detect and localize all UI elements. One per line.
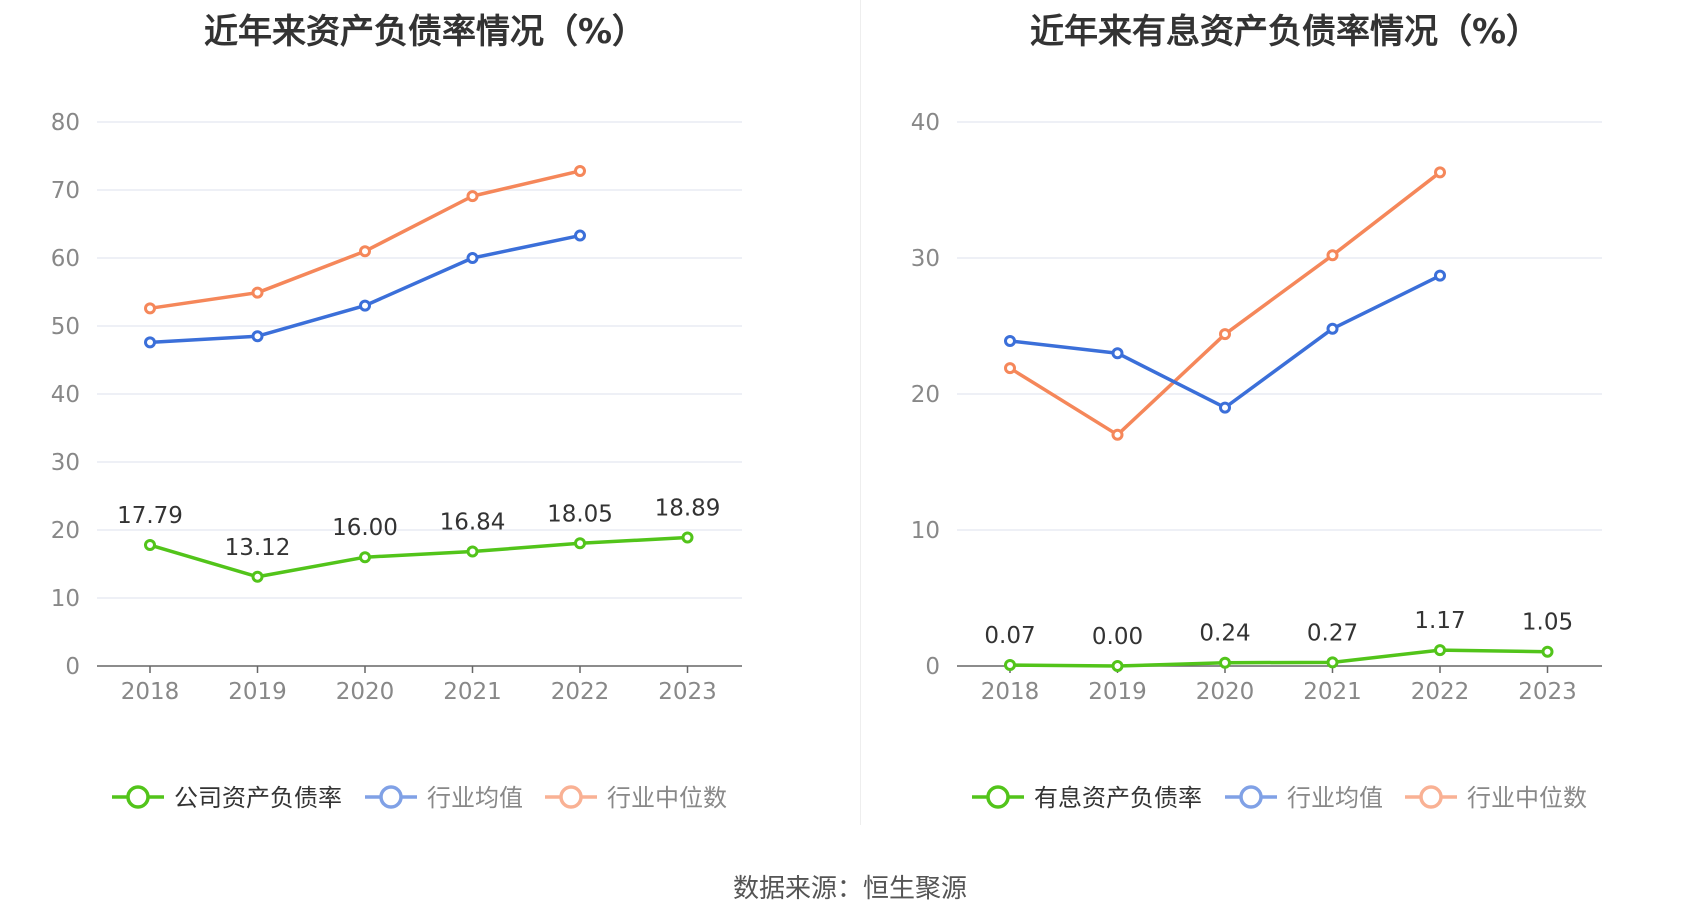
data-point	[1326, 656, 1339, 669]
y-tick-label: 0	[925, 654, 940, 680]
data-point	[681, 531, 694, 544]
y-tick-label: 70	[51, 178, 80, 204]
chart-title: 近年来资产负债率情况（%）	[203, 12, 647, 52]
x-tick-label: 2022	[551, 679, 610, 705]
data-point	[1326, 322, 1339, 335]
data-point	[466, 545, 479, 558]
y-tick-label: 30	[911, 246, 940, 272]
data-label: 1.05	[1522, 610, 1573, 636]
series-line	[1009, 648, 1548, 668]
data-point	[1326, 249, 1339, 262]
data-label: 18.89	[655, 496, 721, 522]
data-point	[144, 539, 156, 552]
data-point	[574, 537, 586, 550]
asset-liability-ratio-chart: 近年来资产负债率情况（%） 0 10 20 30 40 50 60 70 80 2018 2019 2…	[0, 0, 850, 830]
data-point	[251, 330, 264, 343]
x-tick-label: 2022	[1411, 679, 1470, 705]
chart-title: 近年来有息资产负债率情况（%）	[1029, 12, 1541, 52]
x-tick-label: 2023	[1518, 679, 1577, 705]
x-tick-label: 2018	[121, 679, 180, 705]
data-label: 1.17	[1414, 608, 1465, 634]
data-label: 13.12	[225, 535, 291, 561]
panel-divider	[860, 0, 861, 825]
data-point	[1219, 401, 1231, 414]
interest-bearing-liability-ratio-chart: 近年来有息资产负债率情况（%） 0 10 20 30 40 2018 2019 2020 202…	[860, 0, 1700, 830]
y-tick-label: 60	[51, 246, 80, 272]
series-line	[149, 535, 688, 579]
data-label: 0.24	[1199, 621, 1250, 647]
x-tick-label: 2019	[228, 679, 287, 705]
legend-item[interactable]: 行业均值	[427, 784, 523, 812]
data-point	[1219, 328, 1231, 341]
data-point	[359, 551, 371, 564]
chart-canvas: 0 10 20 30 40 2018 2019 2020 2021 2022 2023 0.07 0.0…	[911, 110, 1602, 812]
x-tick-label: 2023	[658, 679, 717, 705]
data-label: 18.05	[547, 501, 613, 527]
legend-marker-circle	[379, 785, 403, 809]
data-point	[1111, 428, 1124, 441]
legend-item[interactable]: 行业中位数	[607, 784, 727, 812]
x-tick-label: 2021	[443, 679, 502, 705]
legend-marker-circle	[1239, 785, 1263, 809]
data-point	[574, 164, 586, 177]
data-point	[1219, 656, 1231, 669]
data-point	[359, 299, 371, 312]
data-label: 0.27	[1307, 620, 1358, 646]
legend-item[interactable]: 行业均值	[1287, 784, 1383, 812]
data-point	[1004, 659, 1016, 672]
legend-item[interactable]: 行业中位数	[1467, 784, 1587, 812]
x-tick-label: 2021	[1303, 679, 1362, 705]
data-point	[466, 252, 479, 264]
y-tick-label: 10	[911, 518, 940, 544]
data-point	[1004, 362, 1016, 375]
data-label: 16.84	[440, 509, 506, 535]
data-point	[144, 302, 156, 315]
data-source-note: 数据来源：恒生聚源	[732, 874, 967, 904]
data-point	[574, 229, 586, 242]
y-tick-label: 50	[51, 314, 80, 340]
y-tick-label: 30	[51, 450, 80, 476]
data-label: 16.00	[332, 515, 398, 541]
data-point	[144, 336, 156, 349]
data-point	[1541, 645, 1554, 658]
x-tick-label: 2018	[981, 679, 1040, 705]
y-tick-label: 20	[911, 382, 940, 408]
legend-marker-circle	[559, 785, 583, 809]
y-tick-label: 40	[51, 382, 80, 408]
data-point	[359, 245, 371, 258]
x-tick-label: 2020	[336, 679, 395, 705]
chart-canvas: 0 10 20 30 40 50 60 70 80 2018 2019 2020 2021 2022 202…	[51, 110, 742, 812]
y-tick-label: 20	[51, 518, 80, 544]
series-line	[149, 169, 581, 311]
series-line	[1009, 274, 1441, 410]
data-point	[466, 190, 479, 203]
series-line	[1009, 170, 1442, 437]
y-tick-label: 10	[51, 586, 80, 612]
data-point	[1111, 660, 1124, 672]
data-point	[1111, 347, 1124, 360]
x-tick-label: 2019	[1088, 679, 1147, 705]
legend-item[interactable]: 有息资产负债率	[1034, 784, 1202, 812]
data-point	[1434, 269, 1446, 282]
x-tick-label: 2020	[1196, 679, 1255, 705]
legend-marker-circle	[1419, 785, 1443, 809]
data-point	[251, 286, 264, 299]
data-label: 0.07	[984, 623, 1035, 649]
legend-item[interactable]: 公司资产负债率	[174, 784, 342, 812]
data-point	[251, 570, 264, 583]
data-label: 17.79	[117, 503, 183, 529]
data-point	[1004, 334, 1016, 347]
data-point	[1434, 166, 1446, 179]
y-tick-label: 0	[65, 654, 80, 680]
y-tick-label: 80	[51, 110, 80, 136]
legend-marker-circle	[986, 785, 1010, 809]
y-tick-label: 40	[911, 110, 940, 136]
data-point	[1434, 644, 1446, 657]
data-label: 0.00	[1092, 624, 1143, 650]
legend-marker-circle	[126, 785, 150, 809]
